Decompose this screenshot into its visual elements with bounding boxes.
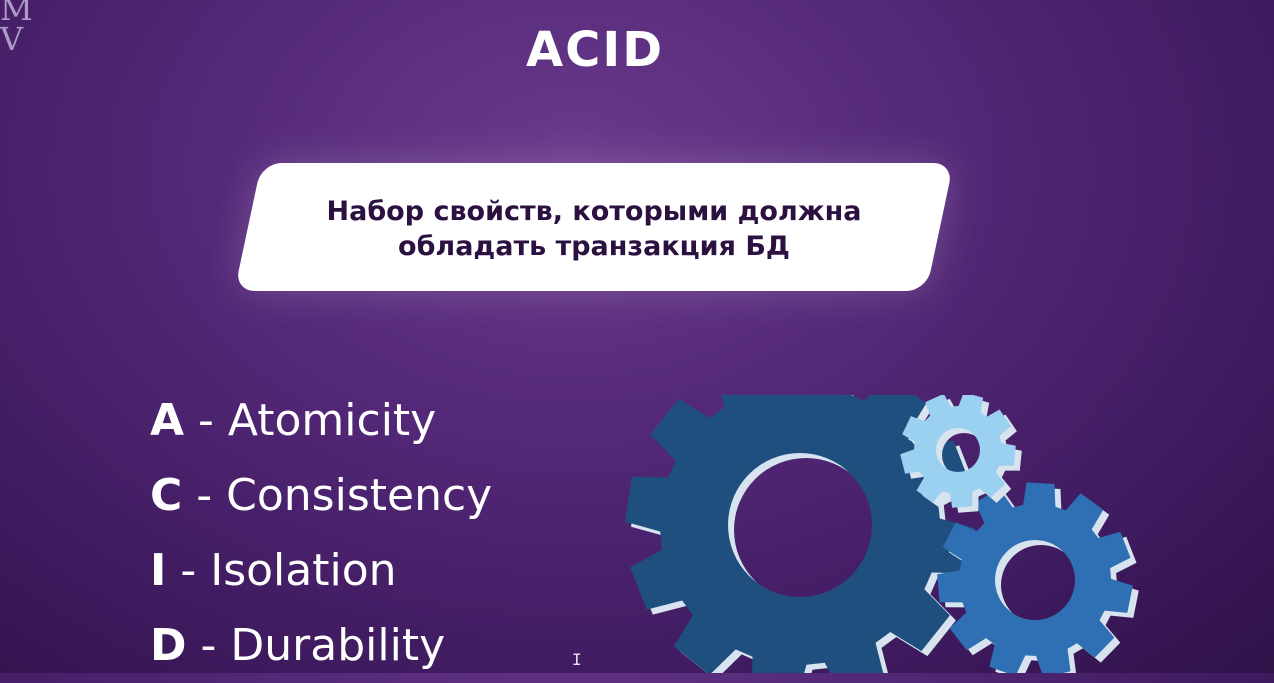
gear-body	[937, 482, 1133, 673]
property-separator: -	[186, 620, 231, 671]
property-separator: -	[184, 395, 228, 446]
property-name: Consistency	[226, 470, 493, 521]
definition-line-1: Набор свойств, которыми должна	[326, 196, 862, 227]
gear-body	[900, 395, 1016, 508]
acid-properties-list: A - Atomicity C - Consistency I - Isolat…	[150, 383, 492, 683]
property-name: Isolation	[210, 545, 397, 596]
list-item-atomicity: A - Atomicity	[150, 383, 492, 458]
definition-line-2: обладать транзакция БД	[398, 231, 790, 262]
property-letter: I	[150, 545, 167, 596]
property-separator: -	[182, 470, 227, 521]
property-name: Durability	[230, 620, 446, 671]
property-name: Atomicity	[227, 395, 437, 446]
property-letter: A	[150, 395, 185, 446]
gears-icon	[625, 395, 1139, 673]
property-letter: C	[150, 470, 183, 521]
gear-body	[625, 395, 975, 673]
list-item-durability: D - Durability	[150, 608, 492, 683]
property-letter: D	[150, 620, 187, 671]
slide-title: ACID	[525, 22, 665, 78]
watermark-letter-1: M	[0, 0, 33, 28]
medium-gear-icon	[937, 482, 1139, 673]
watermark-logo: M V	[0, 0, 44, 56]
definition-text: Набор свойств, которыми должна обладать …	[248, 194, 940, 264]
watermark-letter-2: V	[0, 20, 24, 58]
list-item-isolation: I - Isolation	[150, 533, 492, 608]
text-cursor-icon: I	[572, 650, 582, 669]
list-item-consistency: C - Consistency	[150, 458, 492, 533]
large-gear-icon	[625, 395, 981, 673]
property-separator: -	[166, 545, 211, 596]
small-gear-icon	[900, 395, 1022, 513]
